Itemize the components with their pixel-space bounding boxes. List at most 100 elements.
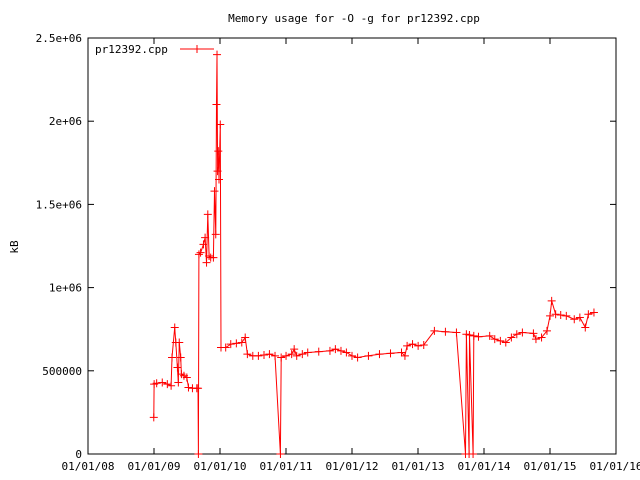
y-axis-ticks: 0 500000 1e+06 1.5e+06 2e+06 2.5e+06 <box>36 32 616 461</box>
data-point <box>542 326 551 335</box>
data-point <box>298 350 307 359</box>
data-point <box>213 167 222 176</box>
data-point <box>474 332 483 341</box>
x-tick-label: 01/01/10 <box>194 460 247 473</box>
y-tick-label: 2e+06 <box>49 115 82 128</box>
data-point <box>254 351 263 360</box>
data-point <box>348 351 356 360</box>
data-point <box>221 343 230 352</box>
plot-frame <box>87 37 617 455</box>
data-point <box>547 296 556 305</box>
data-point <box>546 311 555 320</box>
y-tick-label: 2.5e+06 <box>36 32 82 45</box>
x-tick-label: 01/01/11 <box>260 460 313 473</box>
data-point <box>303 348 312 357</box>
data-point <box>331 345 340 354</box>
y-tick-label: 500000 <box>42 365 82 378</box>
data-point <box>212 100 221 109</box>
data-point <box>260 350 268 359</box>
data-point <box>184 383 193 392</box>
data-point <box>507 333 516 342</box>
data-point <box>430 326 439 335</box>
data-point <box>271 351 280 360</box>
data-point <box>194 450 203 458</box>
data-point <box>173 363 182 372</box>
data-point <box>214 147 223 156</box>
data-point <box>501 338 510 347</box>
data-point <box>194 384 203 393</box>
data-point <box>292 351 301 360</box>
data-point <box>581 323 590 332</box>
data-point <box>175 338 184 347</box>
data-point <box>575 313 584 322</box>
data-point <box>213 50 222 59</box>
data-point <box>182 373 191 382</box>
x-tick-label: 01/01/08 <box>62 460 115 473</box>
data-point <box>203 210 212 219</box>
x-axis-ticks: 01/01/08 01/01/09 01/01/10 01/01/11 01/01/12… <box>62 38 640 473</box>
data-point <box>419 341 428 350</box>
data-point <box>237 338 246 347</box>
data-point <box>537 333 546 342</box>
data-point <box>277 353 286 362</box>
data-point <box>196 248 205 257</box>
data-point <box>265 350 274 359</box>
data-point <box>441 327 450 336</box>
y-tick-label: 1e+06 <box>49 282 82 295</box>
data-point <box>529 329 538 338</box>
data-point <box>353 353 362 362</box>
x-tick-label: 01/01/13 <box>392 460 445 473</box>
series-line <box>153 54 595 455</box>
x-tick-label: 01/01/16 <box>590 460 640 473</box>
data-point <box>325 346 334 355</box>
data-point <box>397 348 406 357</box>
data-point <box>205 251 214 260</box>
data-point <box>408 340 417 349</box>
legend-marker <box>193 45 201 53</box>
data-point <box>241 333 250 342</box>
data-point <box>167 381 176 390</box>
data-point <box>386 349 395 358</box>
data-point <box>342 348 351 357</box>
data-point <box>174 378 183 387</box>
legend: pr12392.cpp <box>95 43 214 56</box>
data-point <box>496 336 505 345</box>
y-tick-label: 1.5e+06 <box>36 198 82 211</box>
data-point <box>168 353 177 362</box>
data-point <box>176 353 185 362</box>
data-point <box>232 339 241 348</box>
x-tick-label: 01/01/12 <box>326 460 379 473</box>
y-axis-label: kB <box>8 240 21 254</box>
x-tick-label: 01/01/15 <box>524 460 577 473</box>
data-point <box>469 450 478 458</box>
data-point <box>314 347 323 356</box>
data-point <box>375 350 384 359</box>
data-point <box>551 310 560 319</box>
data-point <box>152 379 161 388</box>
data-point <box>518 328 527 337</box>
data-point <box>290 345 299 354</box>
data-point <box>210 187 219 196</box>
data-point <box>199 240 208 249</box>
data-point <box>158 378 167 387</box>
data-point <box>485 331 494 340</box>
data-point <box>414 341 423 350</box>
data-point <box>465 331 474 340</box>
data-point <box>589 308 598 317</box>
data-point <box>149 413 158 422</box>
data-point <box>452 328 461 337</box>
data-point <box>512 330 521 339</box>
data-point <box>287 350 296 359</box>
data-point <box>570 315 579 324</box>
data-point <box>490 335 499 344</box>
data-point <box>209 253 218 262</box>
data-point <box>336 346 345 355</box>
y-tick-label: 0 <box>75 448 82 461</box>
data-point <box>170 323 179 332</box>
data-point <box>282 351 291 360</box>
data-point <box>400 351 409 360</box>
data-point <box>364 351 373 360</box>
x-tick-label: 01/01/14 <box>458 460 511 473</box>
data-point <box>276 450 285 458</box>
